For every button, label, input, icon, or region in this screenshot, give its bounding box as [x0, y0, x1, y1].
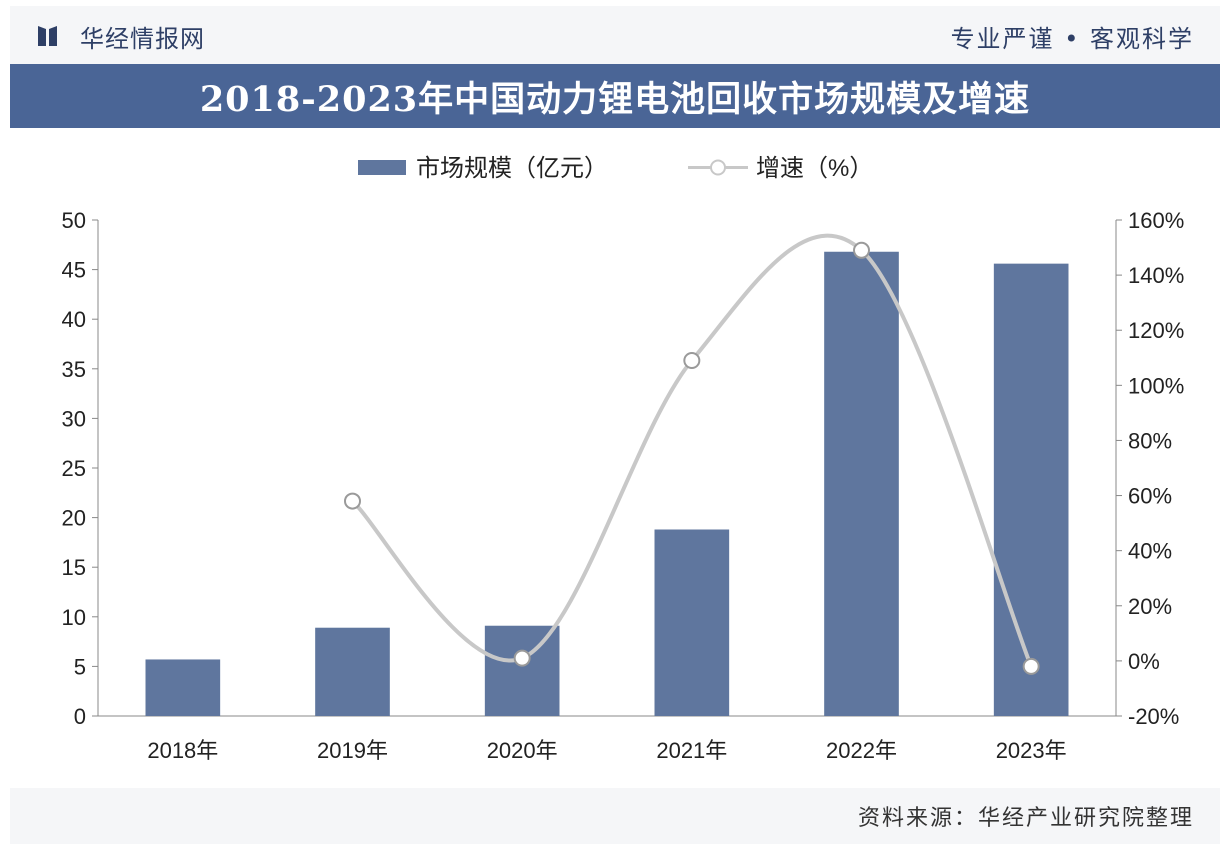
y-left-tick-label: 40 — [62, 307, 86, 332]
bar — [145, 659, 221, 716]
y-right-tick-label: 160% — [1128, 208, 1184, 233]
header-bar: 华经情报网 专业严谨 • 客观科学 — [10, 10, 1220, 62]
chart-area: 市场规模（亿元） 增速（%） 0 5 10 15 20 25 30 35 40 45 50 -20% 0… — [10, 128, 1220, 788]
brand-logo-icon — [38, 26, 57, 46]
y-right-tick-label: 140% — [1128, 263, 1184, 288]
legend-bar-label: 市场规模（亿元） — [416, 155, 608, 182]
y-left-tick-label: 30 — [62, 406, 86, 431]
bar — [654, 529, 730, 716]
bar — [484, 625, 560, 716]
slogan-left: 专业严谨 — [950, 24, 1055, 53]
bar — [824, 251, 899, 716]
slogan-right: 客观科学 — [1090, 24, 1194, 53]
y-left-tick-label: 50 — [62, 208, 86, 233]
x-tick-label: 2023年 — [996, 738, 1067, 763]
growth-point — [853, 241, 870, 259]
bar — [993, 263, 1069, 716]
title-band: 2018-2023年中国动力锂电池回收市场规模及增速 — [10, 64, 1220, 128]
y-left-tick-label: 20 — [62, 506, 86, 531]
legend-line-label: 增速（%） — [756, 155, 873, 182]
brand-name: 华经情报网 — [80, 24, 205, 53]
y-right-tick-label: 120% — [1128, 318, 1184, 343]
footer: 资料来源：华经产业研究院整理 — [10, 790, 1220, 842]
y-right-tick-label: 40% — [1128, 539, 1172, 564]
x-tick-label: 2018年 — [147, 738, 218, 763]
y-left-tick-label: 25 — [62, 456, 86, 481]
slogan: 专业严谨 • 客观科学 — [951, 19, 1194, 54]
growth-point — [1022, 657, 1040, 675]
y-left-tick-label: 45 — [62, 258, 86, 283]
bars — [145, 251, 1069, 716]
legend: 市场规模（亿元） 增速（%） — [358, 155, 873, 182]
source-note: 资料来源：华经产业研究院整理 — [857, 806, 1194, 831]
chart-svg: 市场规模（亿元） 增速（%） 05101520253035404550-20%0… — [62, 155, 1185, 763]
x-tick-label: 2022年 — [826, 738, 897, 763]
x-tick-label: 2021年 — [656, 738, 727, 763]
y-right-tick-label: 60% — [1128, 484, 1172, 509]
y-left-tick-label: 15 — [62, 555, 86, 580]
y-right-tick-label: 0% — [1128, 649, 1160, 674]
y-right-tick-label: -20% — [1128, 704, 1179, 729]
chart-title: 2018-2023年中国动力锂电池回收市场规模及增速 — [199, 78, 1031, 120]
x-axis-labels: 2018年 2019年 2020年 2021年 2022年 2023年 — [147, 738, 1066, 763]
axes: 0 5 10 15 20 25 30 35 40 45 50 -20% 0% 20% 40% 60% 80% 10… — [62, 208, 1185, 729]
bar — [315, 627, 390, 716]
legend-line-marker — [710, 159, 726, 176]
x-tick-label: 2019年 — [317, 738, 388, 763]
growth-point — [683, 352, 701, 370]
legend-bar-swatch — [358, 160, 406, 175]
y-right-tick-label: 20% — [1128, 594, 1172, 619]
growth-line — [344, 233, 1040, 675]
y-left-tick-label: 35 — [62, 357, 86, 382]
slogan-bullet: • — [1064, 24, 1081, 53]
x-tick-label: 2020年 — [487, 738, 558, 763]
y-right-tick-label: 80% — [1128, 428, 1172, 453]
growth-point — [513, 649, 531, 667]
growth-point — [344, 492, 361, 510]
y-left-tick-label: 5 — [74, 654, 86, 679]
y-left-tick-label: 0 — [74, 704, 86, 729]
y-left-tick-label: 10 — [62, 605, 86, 630]
y-right-tick-label: 100% — [1128, 373, 1184, 398]
brand: 华经情报网 — [36, 19, 205, 54]
